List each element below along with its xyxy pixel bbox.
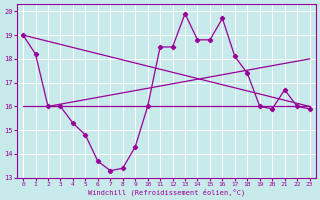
- X-axis label: Windchill (Refroidissement éolien,°C): Windchill (Refroidissement éolien,°C): [88, 188, 245, 196]
